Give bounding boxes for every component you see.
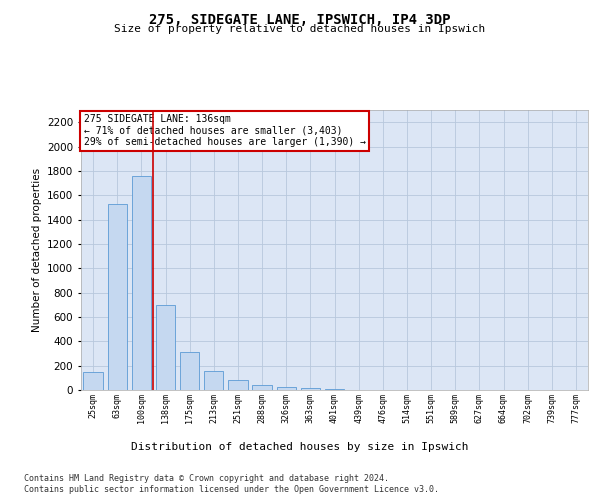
Bar xyxy=(277,387,296,390)
Bar xyxy=(156,305,175,390)
Text: 275, SIDEGATE LANE, IPSWICH, IP4 3DP: 275, SIDEGATE LANE, IPSWICH, IP4 3DP xyxy=(149,12,451,26)
Bar xyxy=(253,384,272,390)
Bar xyxy=(204,370,223,390)
Text: Contains public sector information licensed under the Open Government Licence v3: Contains public sector information licen… xyxy=(24,485,439,494)
Bar xyxy=(180,352,199,390)
Text: Size of property relative to detached houses in Ipswich: Size of property relative to detached ho… xyxy=(115,24,485,34)
Text: 275 SIDEGATE LANE: 136sqm
← 71% of detached houses are smaller (3,403)
29% of se: 275 SIDEGATE LANE: 136sqm ← 71% of detac… xyxy=(83,114,365,148)
Y-axis label: Number of detached properties: Number of detached properties xyxy=(32,168,41,332)
Bar xyxy=(325,389,344,390)
Bar xyxy=(301,388,320,390)
Bar xyxy=(228,380,248,390)
Text: Distribution of detached houses by size in Ipswich: Distribution of detached houses by size … xyxy=(131,442,469,452)
Bar xyxy=(107,204,127,390)
Text: Contains HM Land Registry data © Crown copyright and database right 2024.: Contains HM Land Registry data © Crown c… xyxy=(24,474,389,483)
Bar xyxy=(132,176,151,390)
Bar xyxy=(83,372,103,390)
